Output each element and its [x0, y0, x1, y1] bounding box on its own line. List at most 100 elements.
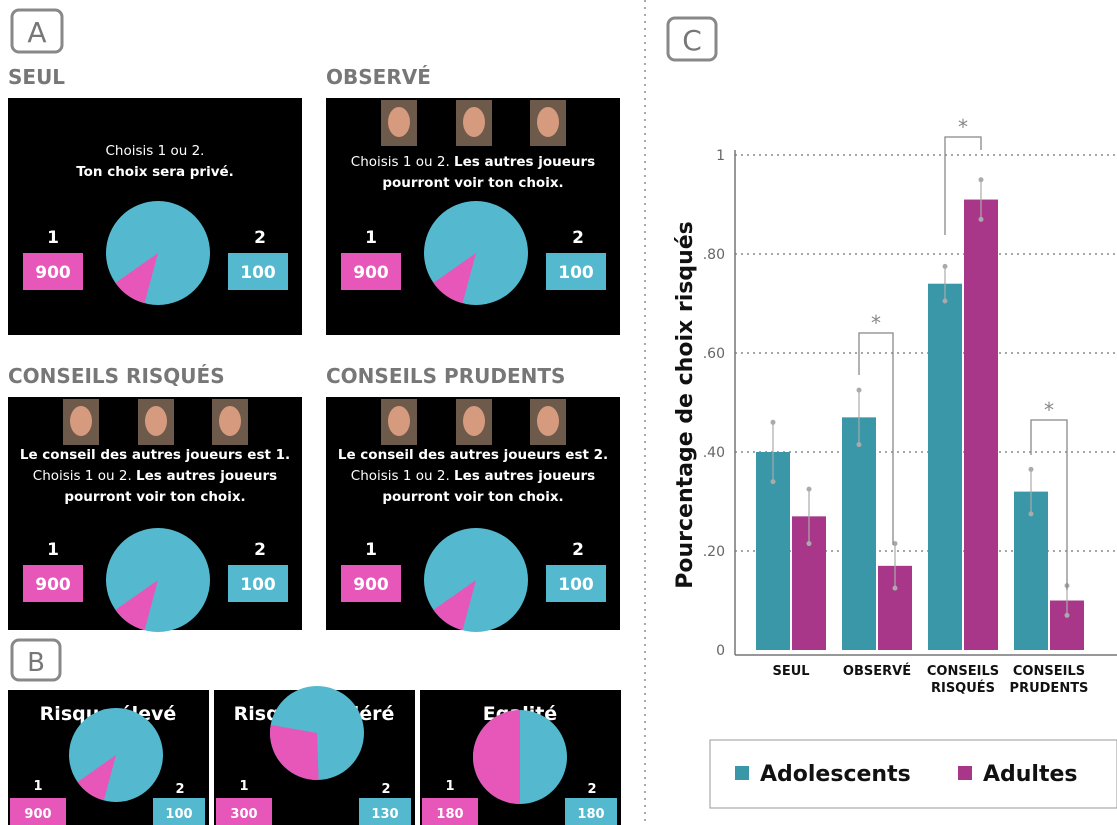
- face: [388, 406, 410, 436]
- screen-text: Choisis 1 ou 2. Les autres joueurs: [351, 154, 595, 170]
- error-cap: [856, 442, 862, 448]
- legend-swatch: [735, 766, 749, 780]
- screen-text: pourront voir ton choix.: [64, 489, 245, 505]
- x-tick-label: CONSEILS PRUDENTS: [1009, 664, 1089, 696]
- error-cap: [892, 585, 898, 591]
- option-value: 100: [240, 263, 276, 283]
- face: [537, 107, 559, 137]
- screen-text: Choisis 1 ou 2. Les autres joueurs: [33, 468, 277, 484]
- option-label: 2: [254, 228, 266, 248]
- text-segment: Choisis 1 ou 2.: [106, 143, 205, 159]
- option-label: 2: [175, 782, 184, 797]
- bar: [964, 199, 998, 651]
- annotation: *: [958, 115, 968, 139]
- x-tick-label: SEUL: [772, 664, 810, 679]
- text-segment: Ton choix sera privé.: [76, 164, 234, 180]
- text-segment: pourront voir ton choix.: [382, 489, 563, 505]
- annotation: *: [1044, 398, 1054, 422]
- option-label: 1: [365, 540, 377, 560]
- screen-text: Choisis 1 ou 2. Les autres joueurs: [351, 468, 595, 484]
- y-tick-label: .40: [703, 445, 725, 461]
- pie-slice: [433, 580, 476, 631]
- face: [463, 107, 485, 137]
- text-segment: Choisis 1 ou 2.: [351, 468, 454, 484]
- option-value: 100: [558, 575, 594, 595]
- x-tick-label: OBSERVÉ: [842, 664, 912, 679]
- option-box: [228, 253, 288, 290]
- bar: [842, 417, 876, 650]
- screen-text: Le conseil des autres joueurs est 1.: [20, 447, 290, 463]
- option-box: [341, 565, 401, 602]
- significance-bracket: [858, 332, 894, 545]
- y-tick-label: .60: [703, 346, 725, 362]
- option-label: 1: [47, 540, 59, 560]
- option-value: 100: [240, 575, 276, 595]
- face: [70, 406, 92, 436]
- legend-label: Adultes: [983, 762, 1078, 787]
- error-cap: [770, 479, 776, 485]
- y-tick-label: 1: [716, 148, 725, 164]
- option-value: 900: [35, 263, 71, 283]
- option-value: 900: [353, 575, 389, 595]
- error-cap: [1064, 612, 1070, 618]
- legend-label: Adolescents: [760, 762, 911, 787]
- option-label: 1: [239, 779, 248, 794]
- option-value: 100: [558, 263, 594, 283]
- screen-text: Choisis 1 ou 2.: [106, 143, 205, 159]
- face: [463, 406, 485, 436]
- option-box: [10, 798, 66, 825]
- option-label: 2: [381, 782, 390, 797]
- option-value: 180: [577, 807, 604, 822]
- option-box: [422, 798, 478, 825]
- panel-label: A: [27, 16, 46, 49]
- error-cap: [806, 486, 812, 492]
- option-value: 900: [353, 263, 389, 283]
- significance-bracket: [944, 136, 982, 235]
- face: [537, 406, 559, 436]
- pie-slice: [433, 253, 476, 304]
- error-cap: [806, 541, 812, 547]
- y-tick-label: 0: [716, 643, 725, 659]
- pie-slice: [115, 253, 158, 304]
- screen-title: CONSEILS PRUDENTS: [326, 364, 565, 388]
- option-value: 900: [24, 807, 51, 822]
- error-cap: [892, 541, 898, 547]
- screen-text: Le conseil des autres joueurs est 2.: [338, 447, 608, 463]
- option-value: 900: [35, 575, 71, 595]
- pie-slice: [270, 724, 319, 780]
- option-label: 1: [445, 779, 454, 794]
- text-segment: Le conseil des autres joueurs est 1.: [20, 447, 290, 463]
- text-segment: Les autres joueurs: [136, 468, 277, 484]
- error-cap: [1028, 511, 1034, 517]
- error-cap: [770, 419, 776, 425]
- panel-label-box: [666, 16, 718, 62]
- option-box: [153, 798, 205, 825]
- option-box: [216, 798, 272, 825]
- annotation: *: [871, 311, 881, 335]
- bar: [756, 452, 790, 650]
- option-label: 1: [47, 228, 59, 248]
- error-cap: [978, 177, 984, 183]
- text-segment: Le conseil des autres joueurs est 2.: [338, 447, 608, 463]
- option-box: [546, 253, 606, 290]
- text-segment: Les autres joueurs: [454, 468, 595, 484]
- pie-slice: [473, 710, 520, 804]
- text-segment: Choisis 1 ou 2.: [351, 154, 454, 170]
- face: [388, 107, 410, 137]
- pie-slice: [115, 580, 158, 631]
- option-label: 2: [254, 540, 266, 560]
- legend-box: [709, 739, 1117, 809]
- significance-bracket: [1030, 419, 1068, 590]
- option-label: 2: [587, 782, 596, 797]
- option-label: 2: [572, 228, 584, 248]
- screen-text: pourront voir ton choix.: [382, 175, 563, 191]
- screen-text: pourront voir ton choix.: [382, 489, 563, 505]
- y-tick-label: .20: [703, 544, 725, 560]
- face: [219, 406, 241, 436]
- option-box: [359, 798, 411, 825]
- text-segment: Choisis 1 ou 2.: [33, 468, 136, 484]
- x-tick-label: CONSEILS RISQUÉS: [926, 664, 1000, 696]
- option-value: 130: [371, 807, 398, 822]
